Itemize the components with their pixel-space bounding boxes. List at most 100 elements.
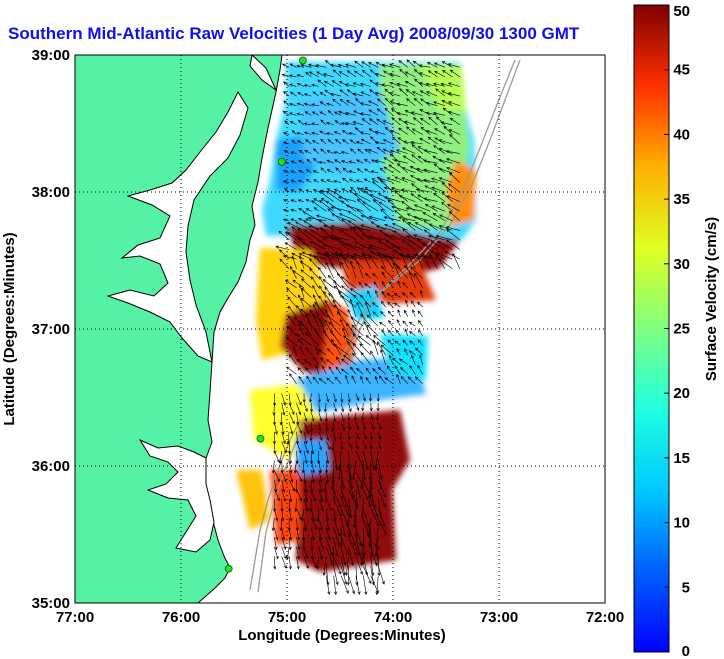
velocity-arrow [383,196,401,202]
velocity-arrow [322,279,334,289]
velocity-arrow [340,470,345,490]
velocity-arrow [432,82,445,87]
velocity-arrow [297,218,305,222]
velocity-arrow [325,261,334,279]
velocity-arrow [344,121,356,126]
velocity-arrow [368,109,379,116]
velocity-arrow [368,215,386,222]
velocity-arrow [357,148,364,154]
velocity-arrow [384,107,394,116]
velocity-arrow [296,537,301,551]
velocity-arrow [441,90,453,97]
y-tick-label: 39:00 [32,47,70,64]
velocity-arrow [279,412,283,426]
velocity-arrow [271,460,275,474]
velocity-arrow [309,268,320,279]
velocity-arrow [369,79,379,87]
velocity-arrow [334,138,342,145]
velocity-arrow [355,537,361,557]
velocity-arrow [320,119,327,126]
velocity-arrow [333,412,337,423]
velocity-arrow [305,332,320,346]
velocity-arrow [405,299,409,308]
velocity-arrow [281,441,287,454]
chart-title: Southern Mid-Atlantic Raw Velocities (1 … [8,24,580,43]
velocity-arrow [438,139,453,145]
velocity-arrow [334,159,342,164]
velocity-arrow [322,235,342,241]
velocity-arrow [377,479,387,498]
velocity-arrow [423,229,438,241]
velocity-arrow [318,537,324,550]
velocity-arrow [350,316,364,327]
velocity-arrow [340,518,347,538]
velocity-arrow [290,170,297,174]
velocity-arrow [404,328,409,336]
velocity-arrow [370,470,374,490]
velocity-arrow [348,498,353,519]
velocity-arrow [365,272,371,279]
velocity-arrow [282,255,297,260]
velocity-arrow [419,354,423,365]
velocity-arrow [345,243,364,250]
velocity-arrow [295,334,312,346]
velocity-arrow [341,218,357,231]
velocity-arrow [311,131,319,135]
velocity-arrow [381,290,386,298]
velocity-arrow [340,546,347,566]
velocity-arrow [273,393,277,407]
velocity-arrow [324,489,328,503]
velocity-arrow [364,283,371,289]
velocity-arrow [446,167,460,174]
chesapeake-bay [106,90,249,363]
velocity-arrow [303,556,309,569]
velocity-arrow [405,235,423,241]
velocity-arrow [377,366,386,375]
velocity-arrow [303,489,308,503]
velocity-arrow [315,64,327,68]
velocity-arrow [376,412,380,421]
velocity-arrow [288,489,293,503]
velocity-arrow [338,71,349,78]
velocity-arrow [320,357,327,365]
velocity-arrow [303,470,307,484]
velocity-arrow [331,422,335,432]
velocity-arrow [374,450,379,471]
velocity-arrow [326,121,334,126]
colorbar-ticks: 0 5 10 15 20 25 30 35 40 45 50 [664,3,690,659]
velocity-arrow [272,431,276,445]
velocity-arrow [423,197,438,202]
velocity-arrow [370,537,374,557]
velocity-arrow [320,197,327,202]
velocity-arrow [296,412,300,426]
velocity-arrow [311,103,319,107]
velocity-arrow [377,556,381,577]
velocity-arrow [366,324,379,337]
velocity-arrow [295,518,299,532]
velocity-arrow [402,218,416,231]
velocity-arrow [296,112,305,116]
velocity-arrow [344,83,356,87]
velocity-arrow [394,176,408,183]
velocity-arrow [325,537,333,556]
velocity-arrow [279,258,290,269]
velocity-arrow [306,158,312,164]
velocity-arrow [369,136,379,145]
velocity-arrow [396,149,408,154]
velocity-arrow [288,441,292,455]
velocity-arrow [325,132,334,136]
velocity-arrow [406,59,416,68]
velocity-arrow [287,222,305,231]
velocity-arrow [333,111,342,116]
velocity-arrow [314,301,327,317]
velocity-arrow [287,518,291,532]
velocity-arrow [402,282,409,289]
velocity-arrow [288,537,292,551]
velocity-arrow [346,508,350,529]
velocity-arrow [288,103,297,107]
velocity-arrow [435,88,446,97]
velocity-arrow [401,167,416,174]
velocity-arrow [352,121,364,126]
velocity-arrow [306,169,312,174]
